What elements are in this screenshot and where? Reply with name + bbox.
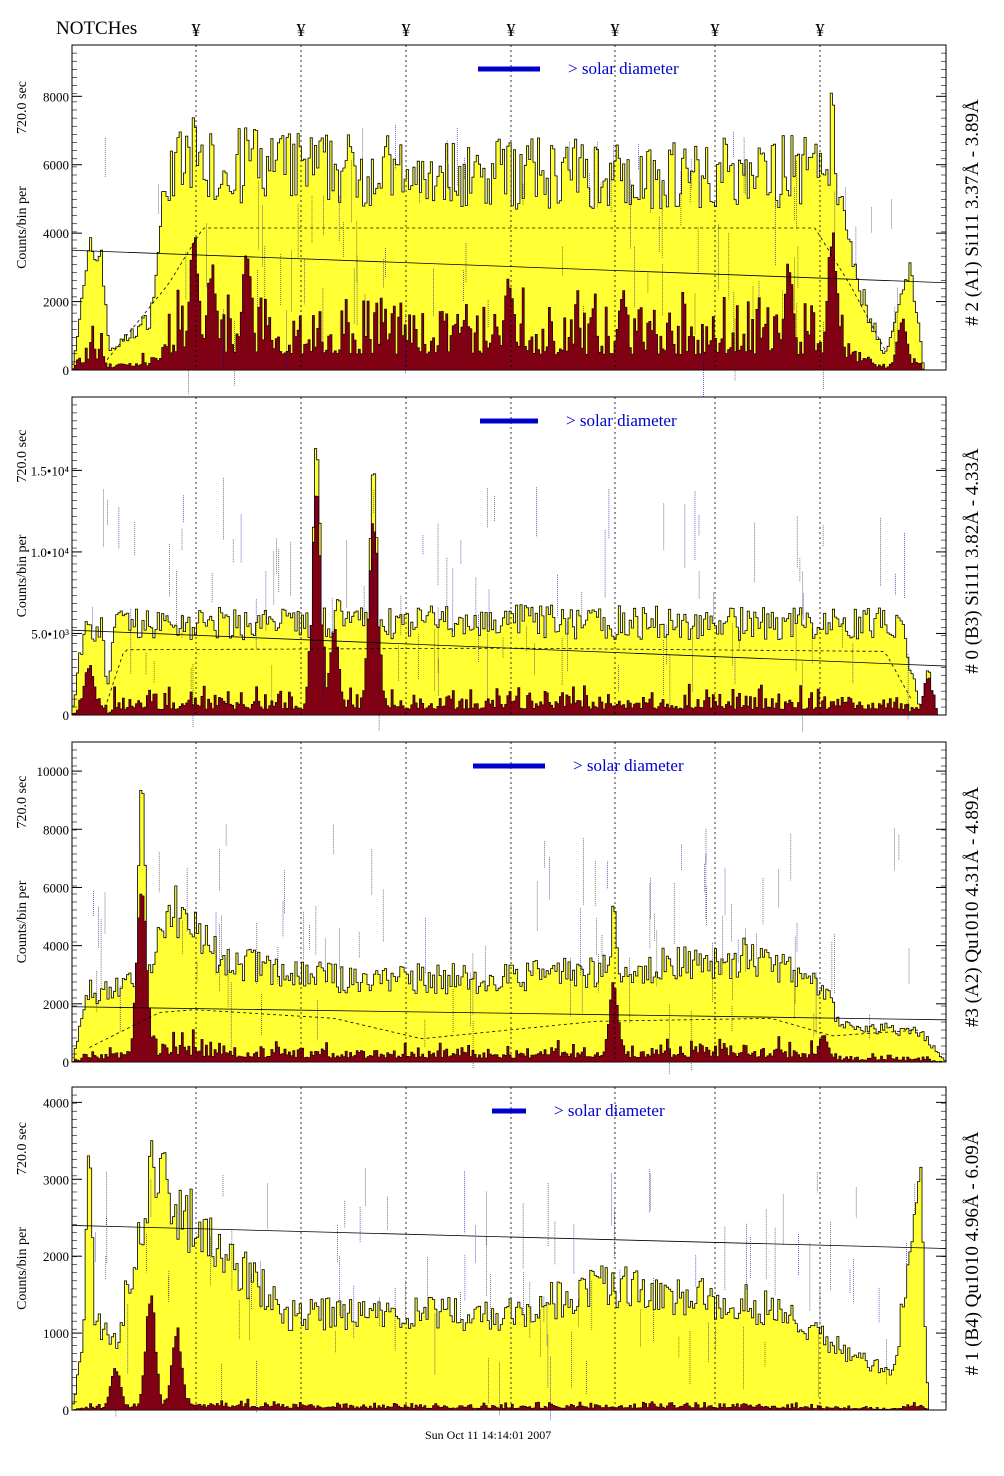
- y-axis-label-rate: Counts/bin per: [15, 534, 30, 617]
- model-dashed-curve: [106, 227, 886, 360]
- notches-label: NOTCHes: [56, 18, 138, 39]
- y-tick-label-2: 2000: [43, 1249, 69, 1264]
- panel-right-label: # 1 (B4) Qu1010 4.96Å - 6.09Å: [962, 1131, 983, 1375]
- y-tick-label-2: 1.0•10⁴: [31, 545, 70, 560]
- y-tick-label-0: 0: [63, 1055, 70, 1070]
- y-tick-label-3: 3000: [43, 1172, 69, 1187]
- y-axis-label-rate: Counts/bin per: [15, 1227, 30, 1310]
- y-axis-label-time: 720.0 sec: [15, 430, 30, 483]
- notch-marker-6: ¥: [816, 20, 825, 40]
- panel-a1: 0 2000 4000 6000 8000 Counts/bin per 720.0 sec…: [15, 44, 983, 400]
- model-dashed-curve: [89, 1009, 920, 1048]
- y-tick-label-1: 2000: [43, 295, 69, 310]
- notch-marker-5: ¥: [711, 20, 720, 40]
- footer-timestamp: Sun Oct 11 14:14:01 2007: [425, 1428, 552, 1442]
- panel-right-label: #3 (A2) Qu1010 4.31Å - 4.89Å: [962, 787, 983, 1027]
- total-counts-histogram: [71, 92, 946, 371]
- detail-counts-histogram: [71, 893, 947, 1063]
- notch-marker-1: ¥: [297, 20, 306, 40]
- detail-counts-histogram: [71, 232, 946, 371]
- reference-line: [71, 1225, 947, 1249]
- notch-marker-3: ¥: [507, 20, 516, 40]
- y-axis-label-time: 720.0 sec: [15, 1122, 30, 1175]
- panel-a2: 0 2000 4000 6000 8000 10000 Counts/bin per 720.…: [15, 741, 983, 1074]
- legend-solar-diameter-label: > solar diameter: [568, 59, 679, 78]
- y-tick-label-3: 6000: [43, 880, 69, 895]
- y-tick-label-0: 0: [63, 363, 70, 378]
- total-counts-histogram: [71, 790, 947, 1063]
- y-tick-label-4: 4000: [43, 1095, 69, 1110]
- y-tick-label-3: 6000: [43, 158, 69, 173]
- panel-right-label: # 0 (B3) Si111 3.82Å - 4.33Å: [962, 448, 983, 674]
- y-tick-label-1: 5.0•10³: [31, 626, 69, 641]
- y-axis-label-rate: Counts/bin per: [15, 186, 30, 269]
- notch-marker-0: ¥: [192, 20, 201, 40]
- notch-marker-4: ¥: [611, 20, 620, 40]
- panel-right-label: # 2 (A1) Si111 3.37Å - 3.89Å: [962, 99, 983, 326]
- legend-solar-diameter-label: > solar diameter: [566, 411, 677, 430]
- y-axis-label-time: 720.0 sec: [15, 81, 30, 134]
- y-tick-label-2: 4000: [43, 939, 69, 954]
- y-tick-label-0: 0: [63, 1403, 70, 1418]
- y-tick-label-3: 1.5•10⁴: [31, 463, 70, 478]
- y-tick-label-4: 8000: [43, 89, 69, 104]
- detail-counts-histogram: [71, 495, 946, 716]
- reference-line: [71, 249, 947, 284]
- detail-counts-histogram: [71, 1295, 946, 1411]
- reference-line: [71, 629, 947, 667]
- notch-marker-2: ¥: [402, 20, 411, 40]
- y-tick-label-1: 2000: [43, 997, 69, 1012]
- y-tick-label-4: 8000: [43, 822, 69, 837]
- total-counts-histogram: [71, 448, 946, 716]
- y-axis-label-rate: Counts/bin per: [15, 880, 30, 963]
- panel-b4: 0 1000 2000 3000 4000 Counts/bin per 720.0 sec…: [15, 1086, 983, 1420]
- total-counts-histogram: [71, 1140, 946, 1411]
- panel-b3: 0 5.0•10³ 1.0•10⁴ 1.5•10⁴ Counts/bin per 720.…: [15, 396, 983, 732]
- y-tick-label-2: 4000: [43, 226, 69, 241]
- legend-solar-diameter-label: > solar diameter: [573, 756, 684, 775]
- y-axis-label-time: 720.0 sec: [15, 776, 30, 829]
- legend-solar-diameter-label: > solar diameter: [554, 1101, 665, 1120]
- y-tick-label-1: 1000: [43, 1326, 69, 1341]
- y-tick-label-0: 0: [63, 708, 70, 723]
- y-tick-label-5: 10000: [37, 764, 70, 779]
- reference-line: [71, 1006, 947, 1021]
